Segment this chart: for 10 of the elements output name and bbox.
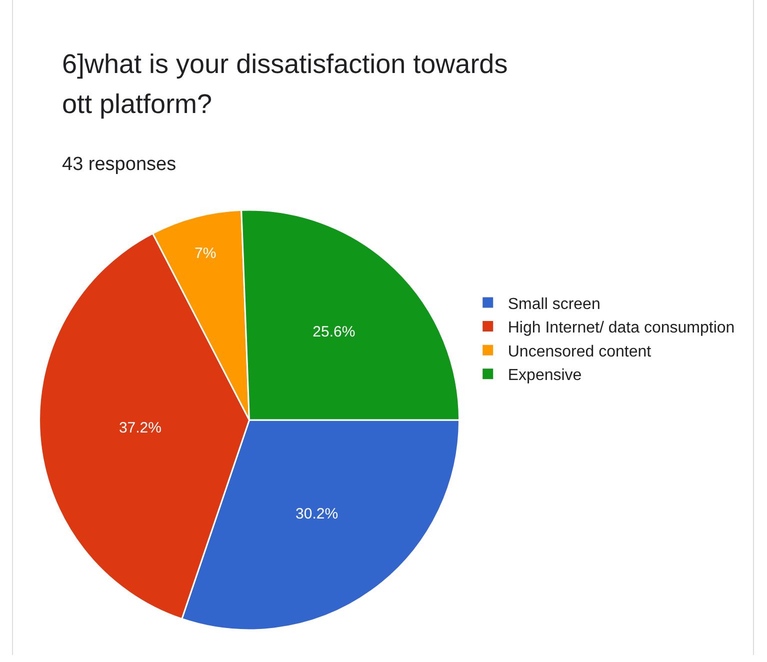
legend-label: High Internet/ data consumption [508, 320, 735, 337]
data-label: 30.2% [296, 506, 338, 523]
chart-title: 6]what is your dissatisfaction towards ott platform? [62, 48, 509, 121]
data-label: 7% [194, 244, 216, 262]
data-label: 25.6% [312, 324, 356, 341]
legend-label: Uncensored content [508, 343, 652, 360]
chart-subtitle: 43 responses [62, 154, 176, 176]
data-label: 37.2% [118, 420, 162, 437]
legend-label: Expensive [508, 367, 582, 384]
legend-label: Small screen [508, 296, 600, 313]
